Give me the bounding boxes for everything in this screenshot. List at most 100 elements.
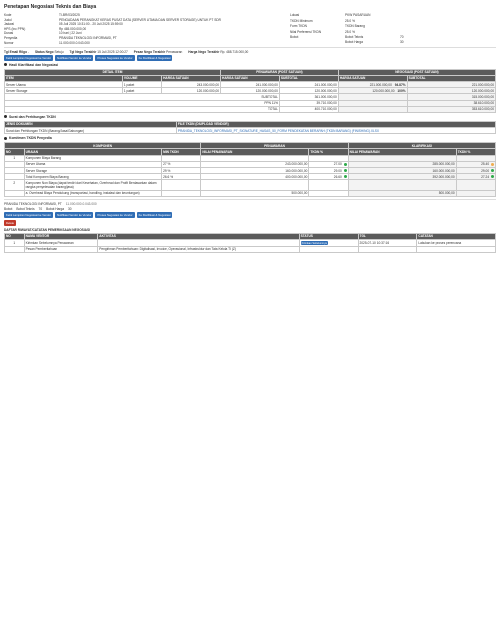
label-tkdn-min: TKDN Minimum (290, 18, 313, 23)
tkdn2-value: 25.40 (481, 162, 490, 167)
table-klarifikasi: DETAIL ITEM PENAWARAN (POST SATUAN) NEGO… (3, 68, 497, 113)
second-penyedia: PRANIDA TEKNOLOGI INFORMASI, PT (4, 201, 62, 206)
section-title-text: Surat dan Perhitungan TKDN (9, 114, 56, 119)
summary-value-harga: Rp. 488.715.000,00 (220, 49, 249, 54)
cell-tkdn2 (455, 189, 497, 197)
tkdn-value: 29.00 (333, 168, 342, 173)
history-title: DAFTAR RIWAYAT/CATATAN PEMERIKSAAN NEGOS… (4, 227, 90, 232)
summary-value-email: - (27, 49, 29, 54)
second-bobot-teknis-value: 70 (38, 206, 43, 211)
value-form-tkdn: TKDN Barang (345, 24, 365, 29)
value-hps: Rp 465.000.000,00 (59, 26, 87, 31)
history-cell-status: Kirimkan Sebelumnya (298, 238, 359, 247)
label-jadwal: Jadwal (4, 22, 14, 27)
table-history: NO NAMA VENTOR AKTIVITAS STATUS TGL CATA… (4, 232, 496, 253)
cell-jenis: Surat dan Perhitungan TKDN (Barang/Jasa/… (4, 127, 177, 135)
cell-nilai: 500.000,00 (200, 189, 310, 197)
value-bobot-harga: 30 (400, 39, 404, 44)
history-cell-no: 1 (4, 238, 25, 247)
table-row: 2 Komponen Non Biaya (dapat terdiri dari… (4, 179, 497, 191)
history-cell-catatan: Lakukan ke proses perencana (416, 238, 496, 247)
history-cell-status (298, 245, 359, 253)
total-neg: 353.610.000,00 (406, 105, 497, 113)
label-bobot: Bobot (290, 35, 299, 40)
total-row: TOTAL 400.710.000,00 353.610.000,00 (4, 105, 497, 113)
second-action-buttons: Ketik Lampiran Negosiasi ke Vendor Notif… (4, 211, 496, 218)
neg-harga: 221.000.000,00 (369, 82, 392, 87)
total-pen: 400.710.000,00 (278, 105, 339, 113)
button-klarifikasi-2[interactable]: Ke Klarifikasi & Negosiasi (136, 211, 173, 218)
cell-tkdn2 (455, 179, 497, 191)
label-hps: HPS (Inc PPN) (4, 26, 26, 31)
tkdn2-value: 29.00 (481, 168, 490, 173)
status-badge: Kirimkan Sebelumnya (300, 241, 328, 246)
label-penyedia: Penyedia (4, 35, 18, 40)
table-row: Surat dan Perhitungan TKDN (Barang/Jasa/… (4, 127, 497, 135)
cell-nilai (200, 179, 310, 191)
summary-value-tgl: 15 Juli 2025 12:00:27 (97, 49, 128, 54)
bullet-icon (4, 63, 7, 67)
warning-icon (491, 163, 494, 167)
table-row: Total Komponen Biaya Barang 26.6 % 400.0… (4, 173, 497, 181)
section-komitmen-title: Komitmen TKDN Penyedia (4, 136, 496, 140)
value-penyedia: PRANIDA TEKNOLOGI INFORMASI, PT (59, 35, 117, 40)
second-bobot-row: Bobot Bobot Teknis 70 Bobot Harga 30 (4, 207, 496, 211)
cell-klar[interactable]: 500.000,00 (347, 189, 457, 197)
summary-item-pesan: Pesan Nego Terakhir Penawaran (134, 50, 183, 54)
summary-label-tgl: Tgl Nego Terakhir (69, 49, 97, 54)
second-info-row: PRANIDA TEKNOLOGI INFORMASI, PT 11.000.0… (4, 202, 496, 206)
ok-icon (343, 163, 347, 167)
value-judul: PENGADAAN PERANGKAT KERAS PUSAT DATA (SE… (59, 17, 221, 22)
value-lokasi: PKW PASARUAN (345, 13, 371, 17)
second-bobot-teknis-label: Bobot Teknis (16, 206, 35, 211)
table-tkdn: JENIS DOKUMEN FILE TKDN (DIUPLOAD VENDOR… (4, 120, 497, 135)
button-notifikasi-2[interactable]: Notifikasi Vendor ke Vendor (55, 211, 94, 218)
label-nomor: Nomor (4, 40, 14, 45)
value-kode: TI-BR/03/2025 (59, 13, 80, 17)
bobot-grid: Bobot Teknis 70 Bobot Harga 30 (345, 35, 500, 44)
bobot-box: Bobot Teknis 70 Bobot Harga 30 (345, 35, 500, 45)
neg-pct: 100% (397, 88, 406, 93)
delete-row: Delete (4, 219, 496, 226)
page: Penetapan Negosiasi Teknis dan Biaya Kod… (0, 0, 500, 256)
header-right: Lokasi PKW PASARUAN TKDN Minimum 25.0 % … (290, 13, 500, 45)
button-kirim-lampiran-2[interactable]: Ketik Lampiran Negosiasi ke Vendor (4, 211, 54, 218)
value-durasi: 10 hari | 22 Juni (59, 31, 82, 36)
second-nomor: 11.000.000.0.043.000 (65, 201, 97, 206)
value-preferensi: 25.0 % (345, 29, 355, 34)
ok-icon (343, 175, 347, 179)
cell-min: 26.6 % (161, 173, 202, 181)
bullet-icon (4, 136, 7, 140)
ok-icon (343, 169, 347, 173)
history-col-catatan: CATATAN (416, 232, 496, 240)
delete-button[interactable]: Delete (4, 219, 17, 226)
history-col-aktivitas: AKTIVITAS (97, 232, 300, 240)
label-lokasi: Lokasi (290, 13, 300, 17)
section-klarifikasi-title: Hasil Klarifikasi dan Negosiasi (4, 63, 496, 67)
button-klarifikasi[interactable]: Ke Klarifikasi & Negosiasi (136, 54, 173, 61)
summary-item-harga: Harga Nego Terakhir Rp. 488.715.000,00 (188, 50, 248, 54)
button-proses-negosiasi-2[interactable]: Proses Negosiasi ke Vendor (95, 211, 135, 218)
button-kirim-lampiran[interactable]: Ketik Lampiran Negosiasi ke Vendor (4, 54, 54, 61)
ok-icon (491, 175, 494, 179)
value-bobot-teknis: 70 (400, 35, 404, 40)
neg-harga: 120.000.000,00 (372, 88, 395, 93)
history-cell-nama: Pesan Pemberitahuan (23, 245, 99, 253)
cell-tkdn (308, 179, 349, 191)
cell-file[interactable]: PRANIDA_TEKNOLOGI_INFORMASI_PT_SIGNATURE… (175, 127, 497, 135)
section-tkdn-title: Surat dan Perhitungan TKDN (4, 115, 496, 119)
history-cell-catatan (416, 245, 496, 253)
cell-no (4, 189, 25, 197)
label-bobot-harga: Bobot Harga (345, 39, 363, 44)
cell-min (161, 179, 202, 191)
second-bobot-label: Bobot (4, 206, 13, 211)
section-title-text: Komitmen TKDN Penyedia (9, 136, 52, 141)
cell-tkdn (308, 189, 349, 197)
file-link[interactable]: PRANIDA_TEKNOLOGI_INFORMASI_PT_SIGNATURE… (177, 128, 379, 133)
cell-tkdn: 26.60 (308, 173, 349, 181)
summary-label-pesan: Pesan Nego Terakhir (133, 49, 166, 54)
button-proses-negosiasi[interactable]: Proses Negosiasi ke Vendor (95, 54, 135, 61)
summary-value-status: Setuju (54, 49, 64, 54)
button-notifikasi[interactable]: Notifikasi Vendor ke Vendor (55, 54, 94, 61)
tkdn-value: 27.00 (333, 162, 342, 167)
